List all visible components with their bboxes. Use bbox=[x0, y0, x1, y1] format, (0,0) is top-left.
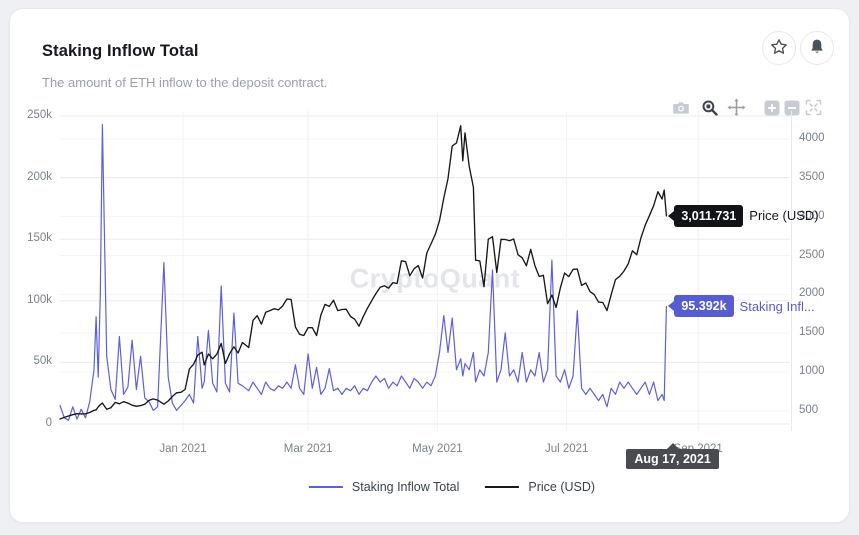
y-right-tick-label: 3000 bbox=[799, 209, 825, 222]
legend-label: Staking Inflow Total bbox=[351, 480, 460, 494]
series-price-usd bbox=[59, 125, 668, 420]
y-right-tick-label: 1000 bbox=[799, 365, 825, 377]
favorite-button[interactable] bbox=[762, 31, 796, 65]
legend-line-swatch bbox=[308, 486, 343, 488]
snapshot-button[interactable] bbox=[670, 98, 692, 120]
y-left-tick-label: 150k bbox=[27, 232, 52, 245]
y-right-tick-label: 3500 bbox=[799, 170, 825, 183]
y-right-tick-label: 1500 bbox=[799, 326, 825, 339]
zoom-select-button[interactable] bbox=[699, 98, 721, 120]
zoom-out-icon bbox=[784, 100, 800, 119]
inflow-tooltip-value: 95.392k bbox=[674, 295, 734, 318]
date-tooltip-label: Aug 17, 2021 bbox=[634, 452, 711, 466]
inflow-tooltip-arrow bbox=[668, 301, 675, 312]
pan-button[interactable] bbox=[725, 98, 747, 120]
legend-item-staking-inflow[interactable]: Staking Inflow Total bbox=[308, 480, 460, 494]
y-right-tick-label: 500 bbox=[799, 403, 819, 416]
x-tick-label: Mar 2021 bbox=[283, 443, 333, 455]
camera-icon bbox=[672, 99, 690, 120]
y-left-tick-label: 200k bbox=[27, 170, 52, 183]
legend-label: Price (USD) bbox=[528, 480, 596, 494]
fullscreen-button[interactable] bbox=[802, 98, 824, 120]
price-tooltip-arrow bbox=[668, 210, 675, 221]
x-tick-label: Jul 2021 bbox=[544, 443, 589, 455]
y-right-tick-label: 4000 bbox=[799, 132, 825, 144]
y-right-tick-label: 2000 bbox=[799, 287, 825, 300]
y-left-tick-label: 50k bbox=[33, 355, 52, 368]
pan-icon bbox=[727, 98, 746, 120]
legend-item-price-usd[interactable]: Price (USD) bbox=[485, 480, 595, 494]
inflow-tooltip-label: Staking Infl... bbox=[739, 298, 815, 314]
date-tooltip: Aug 17, 2021 bbox=[626, 443, 719, 469]
x-tick-label: May 2021 bbox=[412, 443, 463, 455]
y-left-tick-label: 250k bbox=[27, 109, 52, 121]
page-title: Staking Inflow Total bbox=[42, 42, 199, 60]
series-staking-inflow bbox=[59, 123, 668, 421]
alerts-button[interactable] bbox=[800, 31, 834, 65]
star-icon bbox=[770, 38, 788, 59]
bell-icon bbox=[808, 38, 826, 59]
fullscreen-icon bbox=[805, 99, 822, 119]
y-left-tick-label: 0 bbox=[45, 417, 52, 429]
page-subtitle: The amount of ETH inflow to the deposit … bbox=[42, 75, 328, 90]
inflow-tooltip: 95.392k Staking Infl... bbox=[668, 295, 815, 318]
zoom-in-icon bbox=[764, 100, 780, 119]
zoom-out-button[interactable] bbox=[781, 98, 803, 120]
price-tooltip-value: 3,011.731 bbox=[674, 204, 744, 227]
y-right-tick-label: 2500 bbox=[799, 248, 825, 261]
y-left-tick-label: 100k bbox=[27, 293, 52, 306]
legend-line-swatch bbox=[485, 486, 520, 488]
chart-legend: Staking Inflow Total Price (USD) bbox=[308, 480, 595, 494]
zoom-in-button[interactable] bbox=[761, 98, 783, 120]
x-tick-label: Jan 2021 bbox=[159, 443, 207, 455]
zoom-box-icon bbox=[701, 99, 719, 120]
price-tooltip: 3,011.731 Price (USD) bbox=[668, 204, 819, 227]
price-tooltip-label: Price (USD) bbox=[749, 208, 819, 224]
date-tooltip-arrow bbox=[666, 443, 679, 449]
